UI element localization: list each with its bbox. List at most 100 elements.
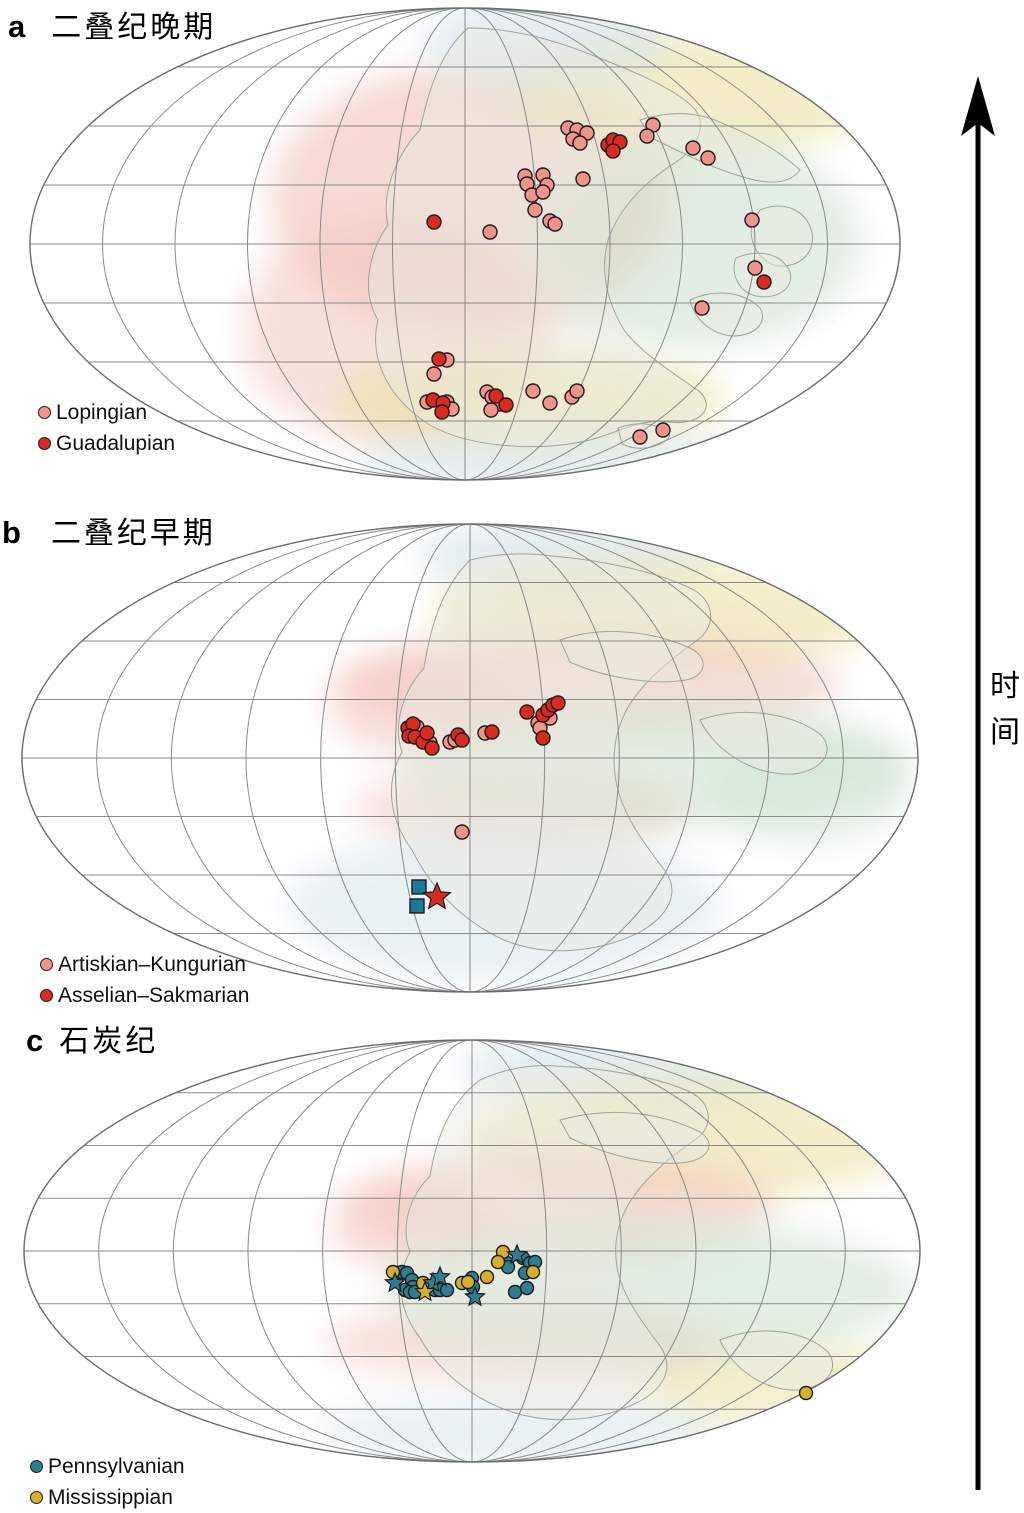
pennsylvanian-marker	[507, 1284, 523, 1300]
continent-shape	[719, 1330, 834, 1391]
panel-a-label: a	[8, 9, 26, 44]
guadalupian-marker	[756, 274, 772, 290]
panel-b-title: 二叠纪早期	[50, 517, 216, 550]
series-pennsylvanian-star	[384, 1243, 528, 1307]
asselian-sakmarian-marker	[535, 730, 551, 746]
teal-circle-icon	[30, 1460, 43, 1473]
red-circle-icon	[38, 437, 51, 450]
continents	[400, 1065, 834, 1421]
mississippian-star-marker	[414, 1280, 436, 1302]
panel-a-header: a 二叠纪晚期	[8, 2, 216, 46]
legend-label: Guadalupian	[56, 431, 176, 455]
lopingian-marker	[655, 422, 671, 438]
guadalupian-marker	[426, 214, 442, 230]
lopingian-marker	[575, 171, 591, 187]
lopingian-marker	[482, 224, 498, 240]
time-axis-char-1: 时	[990, 670, 1020, 703]
map-globe-c	[23, 1039, 921, 1463]
panel-c-label: c	[26, 1023, 44, 1058]
pennsylvanian-star-marker	[429, 1265, 451, 1287]
time-axis-char-2: 间	[990, 716, 1020, 749]
continent-shape	[699, 712, 828, 775]
legend-label: Mississippian	[48, 1485, 173, 1509]
graticule	[29, 7, 901, 481]
legend-label: Asselian–Sakmarian	[58, 983, 250, 1007]
red-circle-icon	[40, 989, 53, 1002]
asselian-sakmarian-marker	[424, 740, 440, 756]
lopingian-marker	[483, 402, 499, 418]
legend-a: Lopingian Guadalupian	[38, 398, 175, 458]
climate-belt	[710, 734, 910, 846]
continent-shape	[559, 631, 704, 683]
pennsylvanian-marker	[519, 1280, 535, 1296]
legend-c: Pennsylvanian Mississippian	[30, 1452, 185, 1512]
legend-entry: Pennsylvanian	[30, 1452, 185, 1481]
legend-label: Artiskian–Kungurian	[58, 952, 246, 976]
globe-outline	[23, 1039, 921, 1463]
lopingian-marker	[535, 184, 551, 200]
lopingian-marker	[525, 383, 541, 399]
pennsylvanian-star-marker	[464, 1285, 486, 1307]
panel-c-header: c 石炭纪	[26, 1016, 158, 1060]
asselian-sakmarian-marker	[419, 725, 435, 741]
pennsylvanian-star-marker	[506, 1243, 528, 1265]
asselian-sakmarian-marker	[454, 732, 470, 748]
asselian-sakmarian-marker	[519, 704, 535, 720]
series-guadalupian	[425, 132, 772, 420]
lopingian-marker	[426, 366, 442, 382]
lopingian-marker	[547, 216, 563, 232]
mississippian-marker	[479, 1269, 495, 1285]
salmon-circle-icon	[40, 958, 53, 971]
lopingian-marker	[744, 212, 760, 228]
panel-b-label: b	[2, 515, 21, 550]
gold-circle-icon	[30, 1491, 43, 1504]
lopingian-marker	[632, 429, 648, 445]
legend-b: Artiskian–Kungurian Asselian–Sakmarian	[40, 950, 249, 1010]
lopingian-marker	[694, 300, 710, 316]
time-axis-label: 时 间	[987, 664, 1023, 756]
legend-entry: Guadalupian	[38, 429, 175, 458]
globe-outline	[29, 7, 901, 481]
continent-shape	[390, 553, 712, 952]
map-globe-b	[21, 523, 919, 993]
series-red-star	[422, 881, 452, 910]
legend-label: Lopingian	[56, 400, 148, 424]
asselian-sakmarian-marker	[550, 695, 566, 711]
map-globe-a	[29, 7, 901, 481]
salmon-circle-icon	[38, 406, 51, 419]
guadalupian-marker	[434, 404, 450, 420]
legend-entry: Asselian–Sakmarian	[40, 981, 249, 1010]
mississippian-marker	[460, 1274, 476, 1290]
series-mississippian	[385, 1244, 814, 1401]
climate-belts	[287, 524, 912, 983]
series-asselian-sakmarian	[400, 695, 566, 756]
panel-c-title: 石炭纪	[59, 1025, 159, 1058]
graticule	[21, 523, 919, 993]
panel-b-header: b 二叠纪早期	[2, 508, 216, 552]
continent-shape	[559, 1111, 710, 1164]
mississippian-marker	[798, 1385, 814, 1401]
asselian-sakmarian-marker	[484, 724, 500, 740]
lopingian-marker	[527, 202, 543, 218]
climate-belt	[287, 827, 723, 983]
series-mississippian-star	[414, 1280, 436, 1302]
series-teal-square	[409, 879, 427, 914]
pennsylvanian-star-marker	[384, 1271, 406, 1293]
artiskian-kungurian-marker	[454, 824, 470, 840]
guadalupian-marker	[431, 351, 447, 367]
lopingian-marker	[685, 140, 701, 156]
lopingian-marker	[569, 383, 585, 399]
time-arrow	[961, 76, 995, 1490]
legend-label: Pennsylvanian	[48, 1454, 185, 1478]
climate-belt	[355, 428, 765, 480]
legend-entry: Lopingian	[38, 398, 175, 427]
teal-square-marker	[411, 879, 427, 895]
series-pennsylvanian	[389, 1250, 543, 1300]
lopingian-marker	[542, 395, 558, 411]
time-arrow-head	[961, 76, 995, 136]
teal-square-marker	[409, 898, 425, 914]
legend-entry: Artiskian–Kungurian	[40, 950, 249, 979]
red-star-marker	[422, 881, 452, 910]
lopingian-marker	[572, 135, 588, 151]
